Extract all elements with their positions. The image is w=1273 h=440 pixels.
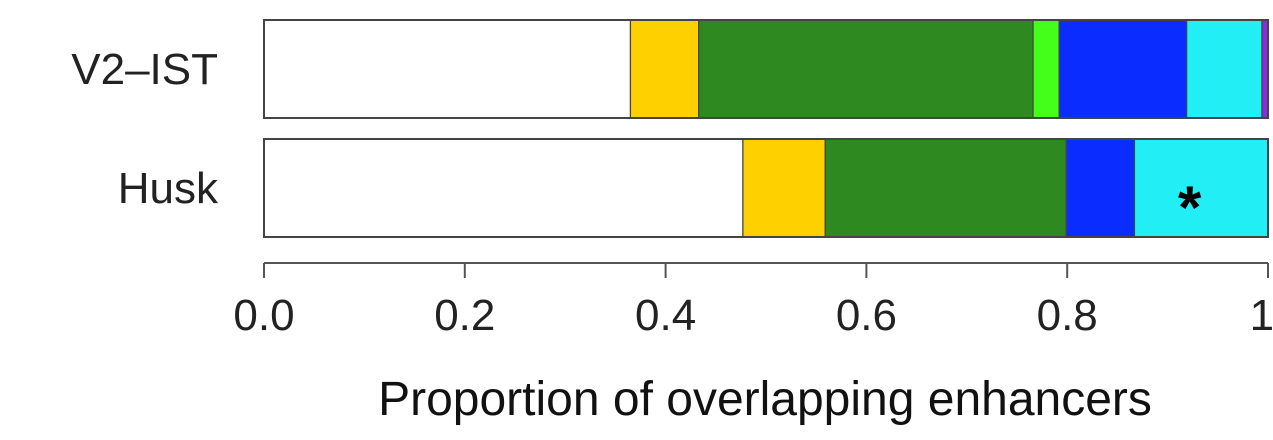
bar-segment-husk-4 bbox=[1065, 138, 1136, 238]
bar-segment-v2-ist-4 bbox=[1058, 19, 1188, 119]
x-tick-label-0: 0.0 bbox=[233, 291, 294, 340]
bars-layer bbox=[263, 19, 1269, 238]
significance-marker-0: * bbox=[1178, 174, 1202, 241]
row-label-husk: Husk bbox=[118, 164, 219, 213]
x-axis-title: Proportion of overlapping enhancers bbox=[378, 373, 1152, 426]
x-tick-label-4: 0.8 bbox=[1037, 291, 1098, 340]
bar-segment-husk-1 bbox=[742, 138, 826, 238]
x-tick-label-1: 0.2 bbox=[434, 291, 495, 340]
bar-segment-husk-0 bbox=[263, 138, 744, 238]
bar-segment-v2-ist-3 bbox=[1032, 19, 1060, 119]
x-axis: 0.0 0.2 0.4 0.6 0.8 1. bbox=[233, 262, 1273, 340]
bar-segment-v2-ist-1 bbox=[629, 19, 700, 119]
bar-segment-v2-ist-5 bbox=[1186, 19, 1263, 119]
bar-outline-husk bbox=[263, 138, 1269, 238]
row-labels: V2–IST Husk bbox=[71, 45, 219, 213]
x-tick-label-3: 0.6 bbox=[836, 291, 897, 340]
bar-segment-husk-5 bbox=[1133, 138, 1269, 238]
x-tick-label-5: 1. bbox=[1250, 291, 1273, 340]
bar-segment-v2-ist-0 bbox=[263, 19, 632, 119]
annotations: * bbox=[1178, 174, 1202, 241]
bar-segment-husk-2 bbox=[824, 138, 1067, 238]
x-tick-label-2: 0.4 bbox=[635, 291, 696, 340]
bar-segment-v2-ist-2 bbox=[698, 19, 1034, 119]
row-label-v2-ist: V2–IST bbox=[71, 45, 218, 94]
bar-outline-v2-ist bbox=[263, 19, 1269, 119]
